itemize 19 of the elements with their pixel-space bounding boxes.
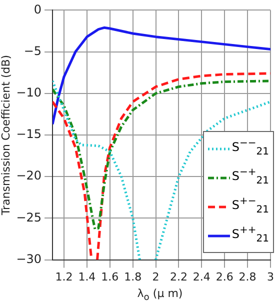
x-tick-label: 1.8 xyxy=(124,270,142,284)
y-tick-label: −20 xyxy=(16,168,42,183)
x-tick-label: 2.6 xyxy=(216,270,234,284)
y-tick-label: −30 xyxy=(16,252,42,266)
x-tick-label: 1.4 xyxy=(78,270,96,284)
x-tick-label: 1.2 xyxy=(55,270,73,284)
y-tick-label: −10 xyxy=(16,86,42,100)
y-tick-label: −5 xyxy=(24,44,42,58)
x-tick-label: 2.8 xyxy=(238,270,256,284)
y-tick-label: −15 xyxy=(16,127,42,142)
y-axis-title: Transmission Coefficient (dB) xyxy=(0,54,12,216)
x-tick-label: 1.6 xyxy=(101,270,119,284)
x-tick-label: 2.2 xyxy=(170,270,188,284)
x-tick-label: 2 xyxy=(152,270,160,284)
x-tick-label: 3 xyxy=(267,270,274,284)
y-tick-label: 0 xyxy=(34,2,42,16)
x-axis-title: λ$_{o}$ (μ m) xyxy=(136,286,184,303)
x-tick-label: 2.4 xyxy=(192,270,210,284)
y-tick-label: −25 xyxy=(16,210,42,224)
